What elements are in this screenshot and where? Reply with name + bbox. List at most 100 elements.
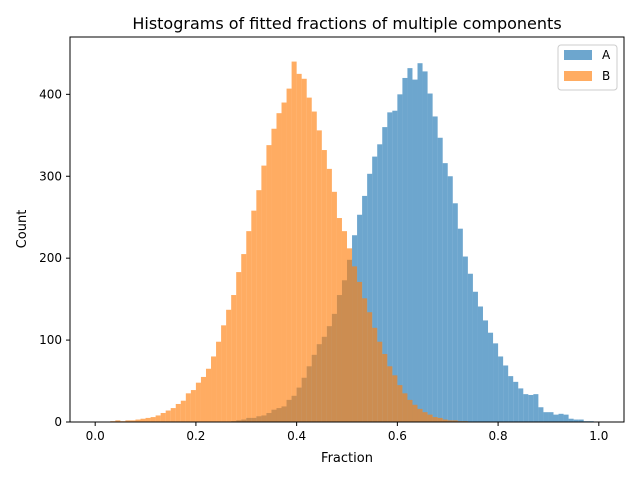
histogram-bar-a [382, 127, 388, 422]
histogram-bar-b [221, 325, 227, 422]
histogram-bar-b [326, 168, 332, 422]
histogram-bar-b [125, 420, 131, 422]
histogram-bar-b [301, 78, 307, 422]
histogram-bar-b [357, 281, 363, 422]
histogram-bar-b [130, 420, 136, 422]
histogram-bar-b [205, 368, 212, 422]
histogram-bar-a [573, 419, 579, 422]
histogram-bar-b [236, 272, 242, 422]
histogram-bar-b [175, 403, 181, 422]
histogram-bar-a [457, 228, 463, 422]
x-tick-label: 0.8 [489, 429, 508, 443]
histogram-bar-b [145, 417, 151, 422]
legend-label-a: A [602, 48, 611, 62]
histogram-bar-b [281, 102, 287, 422]
histogram-bar-b [286, 88, 292, 422]
histogram-bar-a [412, 79, 418, 423]
histogram-bar-b [362, 298, 368, 422]
histogram-bar-a [437, 137, 443, 423]
histogram-bar-b [241, 254, 247, 422]
series-b-bars [110, 61, 468, 423]
histogram-bar-b [427, 414, 433, 422]
histogram-bar-b [347, 248, 353, 422]
histogram-bar-a [528, 394, 534, 422]
histogram-bar-a [482, 320, 489, 422]
histogram-bar-b [271, 128, 277, 422]
histogram-bar-b [331, 191, 337, 422]
x-axis-label: Fraction [321, 451, 373, 466]
histogram-bar-b [412, 404, 418, 422]
histogram-bar-b [155, 415, 161, 422]
histogram-bar-a [538, 407, 544, 422]
histogram-bar-b [442, 419, 448, 422]
histogram-bar-a [392, 110, 398, 423]
histogram-bar-a [578, 419, 584, 422]
x-tick-label: 0.0 [86, 429, 105, 443]
histogram-bar-a [462, 256, 468, 422]
histogram-bar-a [508, 376, 514, 422]
histogram-bar-a [533, 394, 539, 422]
histogram-bar-b [382, 354, 388, 422]
histogram-bar-a [377, 144, 383, 422]
histogram-bar-a [558, 413, 564, 422]
histogram-bar-a [422, 71, 428, 422]
histogram-bar-a [553, 414, 559, 422]
histogram-bar-a [568, 418, 574, 422]
histogram-bar-b [200, 376, 206, 422]
histogram-bar-b [422, 412, 428, 422]
histogram-bar-b [336, 218, 342, 422]
legend: A B [557, 44, 618, 91]
histogram-bar-b [316, 130, 322, 422]
histogram-bar-a [372, 156, 378, 422]
histogram-bar-a [518, 388, 524, 422]
histogram-bar-b [437, 417, 443, 422]
y-tick-label: 400 [39, 87, 62, 101]
histogram-bar-a [477, 306, 483, 422]
histogram-bar-b [407, 399, 413, 422]
histogram-bar-b [190, 390, 196, 422]
histogram-bar-a [493, 343, 499, 422]
y-axis-ticks: 0 100 200 300 400 [39, 87, 70, 429]
axes-frame [69, 36, 625, 423]
histogram-bar-a [407, 68, 413, 423]
x-tick-label: 1.0 [589, 429, 608, 443]
histogram-bar-b [392, 375, 398, 422]
histogram-bar-b [321, 150, 327, 423]
histogram-bar-b [377, 341, 383, 422]
histogram-bar-b [185, 393, 191, 422]
histogram-bar-b [226, 309, 232, 422]
x-tick-label: 0.4 [287, 429, 306, 443]
histogram-bar-b [266, 145, 272, 422]
legend-swatch-b [564, 71, 592, 81]
histogram-bar-b [256, 190, 262, 422]
histogram-bar-a [503, 365, 509, 422]
histogram-bar-a [563, 414, 569, 422]
histogram-bar-b [170, 408, 176, 422]
histogram-bar-b [276, 113, 282, 423]
histogram-bar-b [311, 111, 317, 423]
histogram-bar-b [251, 210, 257, 422]
histogram-bar-a [427, 93, 433, 423]
chart-title: Histograms of fitted fractions of multip… [132, 14, 561, 33]
histogram-bar-b [165, 410, 171, 422]
histogram-bar-b [135, 419, 141, 422]
histogram-bar-b [372, 327, 378, 422]
histogram-bar-a [467, 273, 473, 422]
histogram-bar-b [387, 366, 393, 422]
histogram-bar-b [417, 408, 423, 422]
y-axis-label: Count [15, 210, 30, 249]
histogram-bar-b [432, 417, 438, 422]
histogram-bar-b [246, 231, 252, 422]
histogram-bar-b [296, 73, 302, 423]
x-tick-label: 0.2 [186, 429, 205, 443]
histogram-bar-a [387, 112, 393, 423]
histogram-bar-b [291, 61, 297, 423]
histogram-bar-a [472, 291, 478, 422]
histogram-bar-b [402, 393, 408, 422]
histogram-bar-b [216, 341, 222, 422]
histogram-bar-a [402, 77, 408, 422]
histogram-bar-b [150, 417, 156, 422]
histogram-bar-a [417, 63, 423, 422]
histogram-bar-b [306, 97, 312, 423]
x-axis-ticks: 0.0 0.2 0.4 0.6 0.8 1.0 [86, 422, 608, 443]
